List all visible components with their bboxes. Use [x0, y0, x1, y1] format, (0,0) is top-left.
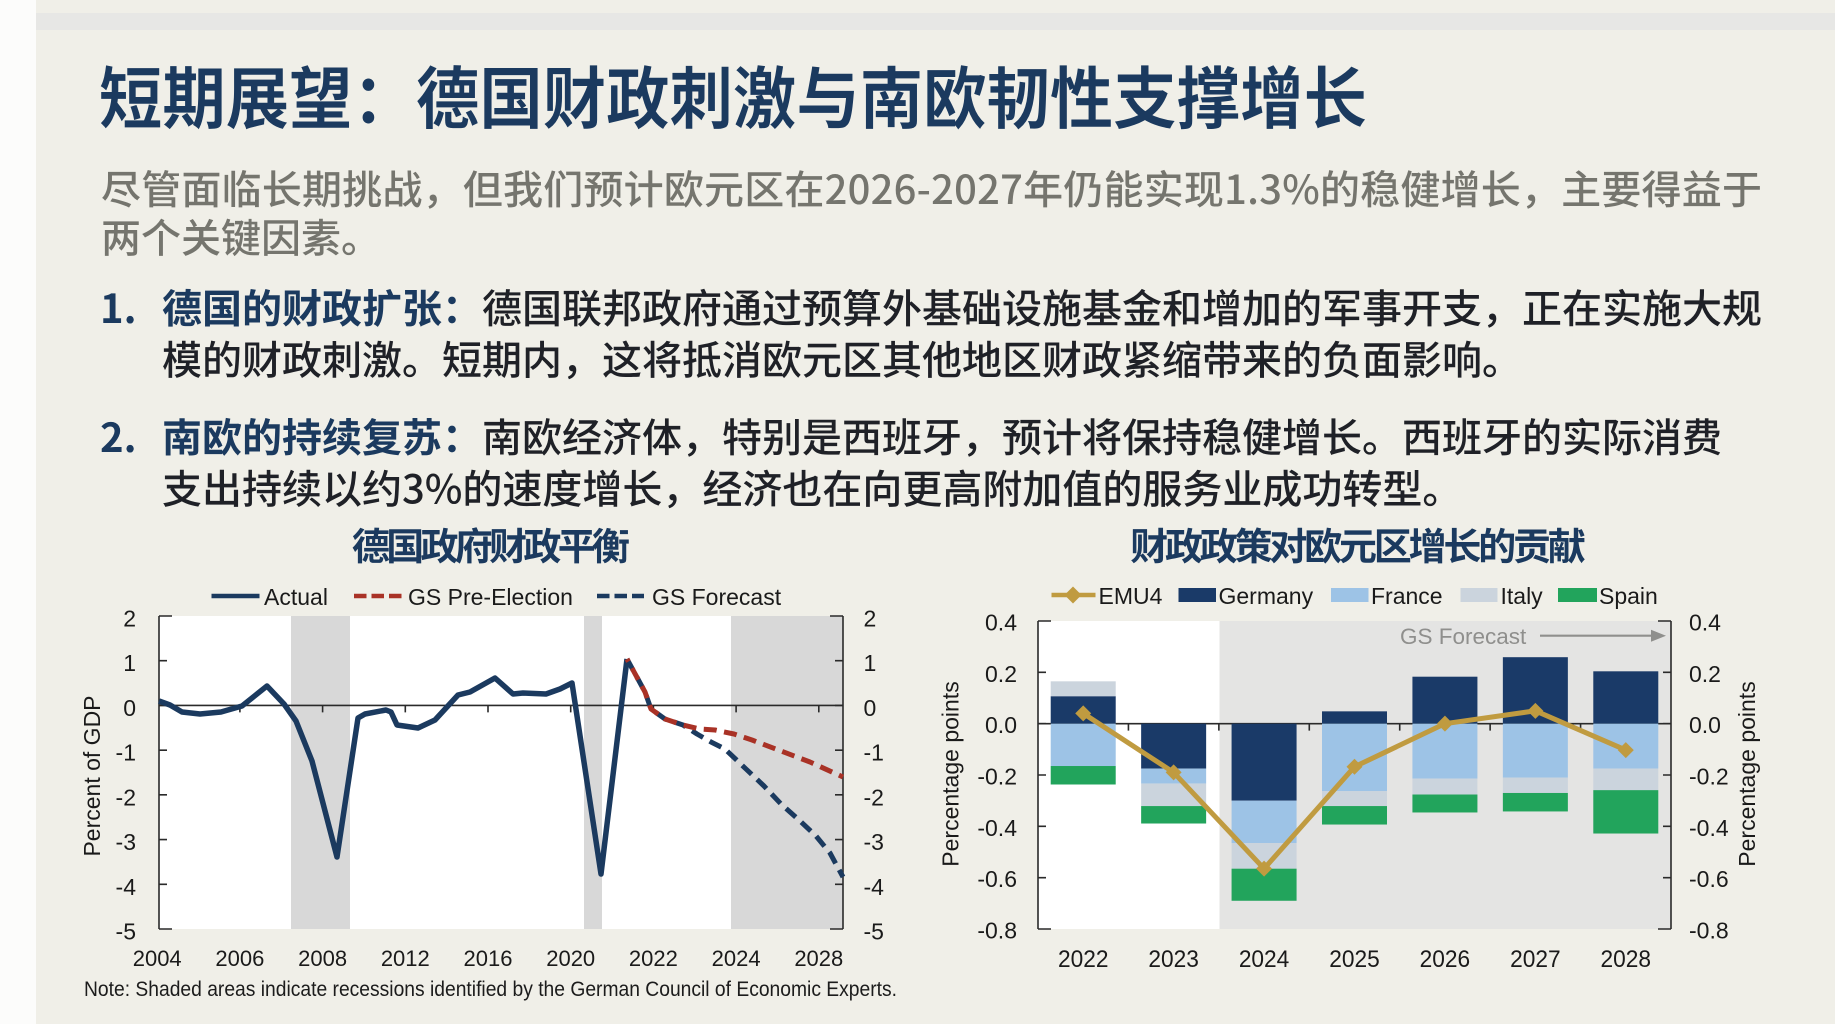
svg-text:-0.8: -0.8 [1689, 918, 1729, 944]
svg-text:GS Forecast: GS Forecast [652, 584, 782, 610]
svg-text:Actual: Actual [264, 584, 328, 610]
svg-text:2016: 2016 [464, 946, 513, 971]
svg-text:0.2: 0.2 [1689, 661, 1721, 687]
svg-text:2020: 2020 [546, 946, 595, 971]
svg-text:1: 1 [123, 650, 136, 676]
svg-text:2024: 2024 [1239, 946, 1290, 973]
svg-text:-0.4: -0.4 [1689, 815, 1729, 841]
svg-text:0.2: 0.2 [985, 661, 1017, 687]
svg-text:-1: -1 [864, 740, 884, 766]
svg-text:0: 0 [864, 695, 877, 721]
svg-text:2028: 2028 [1601, 946, 1652, 973]
svg-text:-0.6: -0.6 [977, 866, 1017, 892]
svg-text:2027: 2027 [1510, 946, 1561, 973]
svg-text:2024: 2024 [712, 946, 761, 971]
svg-text:-4: -4 [116, 874, 137, 900]
svg-text:-3: -3 [116, 829, 136, 855]
svg-text:0.0: 0.0 [985, 712, 1017, 738]
svg-text:Germany: Germany [1219, 583, 1314, 609]
svg-text:Percent of GDP: Percent of GDP [79, 695, 105, 856]
svg-text:2008: 2008 [298, 946, 347, 971]
svg-text:1: 1 [864, 650, 877, 676]
svg-text:-2: -2 [864, 784, 884, 810]
svg-text:Percentage points: Percentage points [1734, 681, 1760, 866]
svg-text:-5: -5 [116, 919, 136, 945]
svg-text:2023: 2023 [1148, 946, 1199, 973]
svg-text:2: 2 [864, 606, 877, 632]
svg-text:-3: -3 [864, 829, 884, 855]
svg-text:2: 2 [123, 606, 136, 632]
svg-text:Spain: Spain [1599, 583, 1658, 609]
svg-text:Note: Shaded areas indicate re: Note: Shaded areas indicate recessions i… [84, 977, 897, 1001]
svg-text:Italy: Italy [1501, 583, 1544, 609]
svg-text:2026: 2026 [1420, 946, 1471, 973]
svg-text:0.4: 0.4 [1689, 610, 1721, 636]
svg-text:2028: 2028 [794, 946, 843, 971]
svg-text:-0.4: -0.4 [977, 815, 1017, 841]
svg-text:2025: 2025 [1329, 946, 1380, 973]
svg-text:EMU4: EMU4 [1099, 583, 1163, 609]
svg-text:0.0: 0.0 [1689, 712, 1721, 738]
svg-text:-0.6: -0.6 [1689, 866, 1729, 892]
svg-text:2004: 2004 [133, 946, 182, 971]
svg-text:-2: -2 [116, 784, 136, 810]
svg-text:Percentage points: Percentage points [938, 681, 964, 866]
svg-text:GS Forecast: GS Forecast [1400, 624, 1527, 649]
svg-text:-0.8: -0.8 [977, 918, 1017, 944]
svg-text:2022: 2022 [629, 946, 678, 971]
svg-text:-0.2: -0.2 [1689, 764, 1729, 790]
svg-text:-1: -1 [116, 740, 136, 766]
svg-text:2006: 2006 [215, 946, 264, 971]
svg-text:0: 0 [123, 695, 136, 721]
svg-text:GS Pre-Election: GS Pre-Election [408, 584, 573, 610]
svg-text:-0.2: -0.2 [977, 764, 1017, 790]
svg-text:-5: -5 [864, 919, 884, 945]
svg-text:-4: -4 [864, 874, 885, 900]
svg-text:France: France [1371, 583, 1443, 609]
svg-text:2022: 2022 [1058, 946, 1109, 973]
svg-text:0.4: 0.4 [985, 610, 1017, 636]
svg-text:2012: 2012 [381, 946, 430, 971]
